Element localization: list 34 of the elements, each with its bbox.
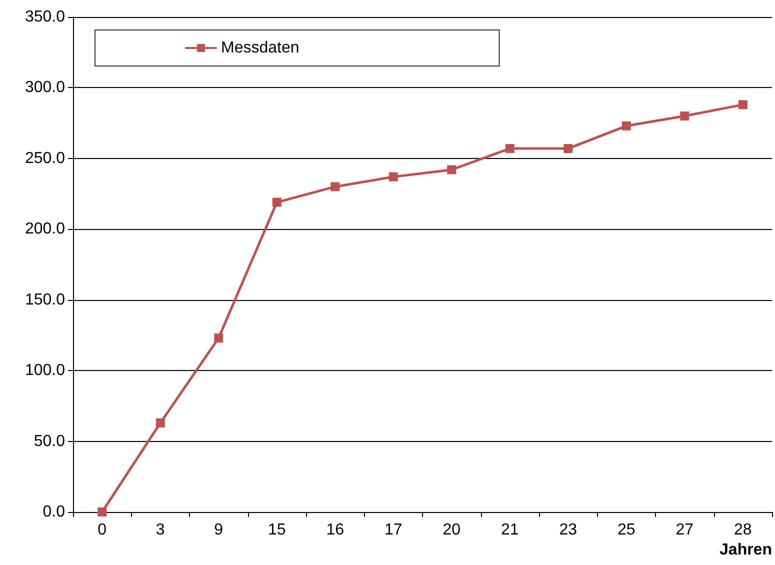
x-tick-label: 23 (559, 522, 578, 538)
x-tick-label: 15 (268, 522, 286, 538)
point (447, 165, 456, 174)
y-tick-label: 100.0 (24, 362, 66, 380)
point (330, 182, 340, 192)
x-tick-label: 17 (384, 522, 402, 538)
x-tick-label: 27 (676, 522, 694, 538)
y-tick-label: 50.0 (34, 432, 66, 450)
x-tick-label: 20 (442, 522, 461, 538)
legend-label: Messdaten (221, 40, 300, 56)
y-tick-label: 350.0 (24, 8, 66, 26)
x-tick-label: 0 (98, 522, 107, 538)
point (214, 334, 224, 343)
x-tick-label: 3 (156, 522, 165, 538)
point (564, 144, 573, 154)
x-tick-label: 28 (734, 522, 752, 538)
point (388, 172, 398, 182)
point (680, 112, 690, 120)
point (156, 418, 165, 428)
x-axis-title: Jahren (720, 542, 772, 558)
y-tick-label: 150.0 (24, 291, 66, 308)
x-tick-label: 16 (326, 522, 344, 538)
point (98, 508, 107, 516)
point (272, 198, 282, 207)
y-tick-label: 250.0 (24, 150, 66, 167)
point (738, 100, 748, 110)
x-tick-label: 21 (500, 522, 519, 538)
y-tick-label: 0.0 (42, 504, 66, 520)
x-tick-label: 9 (214, 522, 224, 538)
point (505, 144, 514, 154)
y-tick-label: 200.0 (24, 220, 66, 238)
point (622, 121, 631, 130)
y-tick-label: 300.0 (24, 79, 66, 96)
x-tick-label: 25 (617, 522, 636, 538)
